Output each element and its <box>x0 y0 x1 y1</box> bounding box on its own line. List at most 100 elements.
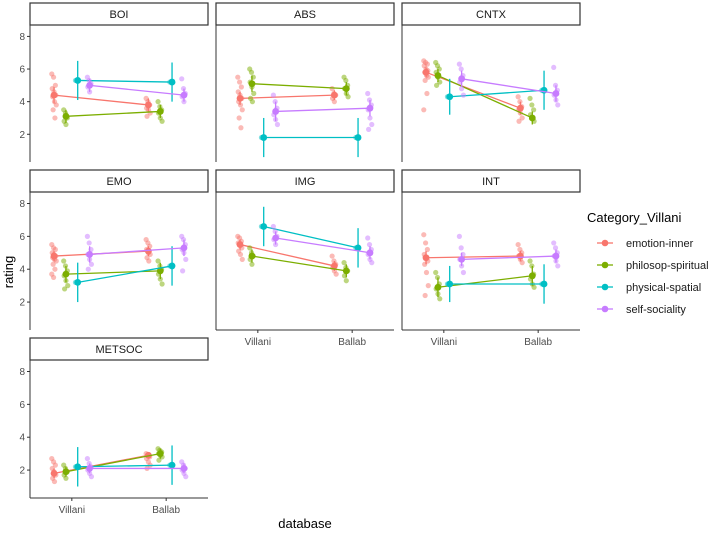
series-line <box>461 78 557 95</box>
data-point <box>52 246 58 253</box>
series-line <box>89 247 185 256</box>
panel-strip <box>29 169 209 193</box>
data-point <box>555 263 561 269</box>
mean-point <box>74 77 82 84</box>
series-line <box>251 255 347 272</box>
mean-point <box>62 270 70 278</box>
series-line <box>240 94 335 100</box>
data-point <box>236 79 243 85</box>
data-point <box>434 82 440 88</box>
mean-point <box>180 465 188 472</box>
series-line <box>437 275 533 288</box>
mean-point <box>180 91 188 99</box>
data-point <box>238 84 244 90</box>
data-point <box>159 281 165 287</box>
y-tick-label: 6 <box>19 400 25 411</box>
y-tick-label: 8 <box>19 367 25 378</box>
data-point <box>460 92 467 98</box>
data-point <box>519 260 525 266</box>
data-point <box>50 107 56 113</box>
data-point <box>515 241 521 248</box>
data-point <box>460 269 467 276</box>
data-point <box>61 258 67 264</box>
mean-point <box>272 234 280 242</box>
mean-point <box>458 75 466 83</box>
y-tick-label: 4 <box>19 433 25 444</box>
legend: Category_Villani emotion-inner philosop-s… <box>587 210 709 316</box>
data-point <box>458 66 464 72</box>
data-point <box>53 102 59 108</box>
data-point <box>53 258 59 264</box>
mean-point <box>248 80 256 88</box>
mean-point <box>50 469 58 477</box>
mean-point <box>342 85 350 93</box>
mean-point <box>74 463 82 471</box>
y-tick-label: 2 <box>19 298 25 309</box>
data-point <box>239 107 245 113</box>
series-self-sociality <box>456 61 561 108</box>
data-point <box>365 235 371 241</box>
data-point <box>237 251 244 258</box>
y-tick-label: 4 <box>19 97 25 108</box>
panel-int: INT Villani Ballab <box>401 169 581 348</box>
mean-point <box>528 272 536 280</box>
legend-key-dot <box>601 283 609 291</box>
data-point <box>247 245 253 251</box>
data-point <box>422 240 429 246</box>
data-point <box>88 261 95 267</box>
series-self-sociality <box>84 455 189 480</box>
legend-key-dot <box>601 239 609 247</box>
data-point <box>424 90 430 97</box>
data-point <box>235 74 241 80</box>
mean-point <box>458 255 466 263</box>
data-point <box>421 232 427 238</box>
mean-point <box>156 267 164 275</box>
mean-point <box>540 280 548 288</box>
data-point <box>366 126 372 132</box>
mean-point <box>50 91 58 99</box>
data-point <box>531 107 537 113</box>
mean-point <box>156 450 164 458</box>
mean-point <box>354 244 362 252</box>
data-point <box>183 256 189 262</box>
x-tick-label: Villani <box>245 337 272 348</box>
legend-title: Category_Villani <box>587 210 682 225</box>
series-emotion-inner <box>235 233 339 277</box>
panel-img: IMG Villani Ballab <box>215 169 395 348</box>
panel-strip <box>215 2 395 26</box>
data-point <box>555 102 561 108</box>
data-point <box>274 121 281 128</box>
data-point <box>251 90 257 97</box>
legend-label: emotion-inner <box>626 238 694 250</box>
mean-point <box>516 104 524 112</box>
mean-point <box>86 251 94 258</box>
data-point <box>272 228 278 235</box>
y-tick-label: 6 <box>19 65 25 76</box>
series-philosop-spiritual <box>247 245 351 284</box>
data-point <box>52 266 58 272</box>
mean-point <box>366 249 374 257</box>
series-emotion-inner <box>49 71 153 121</box>
data-point <box>249 99 256 105</box>
mean-point <box>236 241 244 248</box>
series-philosop-spiritual <box>433 258 537 302</box>
mean-point <box>62 468 70 476</box>
series-physical-spatial <box>444 264 548 304</box>
legend-key-dot <box>601 305 609 313</box>
data-point <box>50 261 56 267</box>
mean-point <box>248 252 256 260</box>
data-point <box>52 82 58 88</box>
mean-point <box>366 104 374 112</box>
data-point <box>52 462 58 468</box>
x-tick-label: Ballab <box>338 337 366 348</box>
panel-strip-label: EMO <box>106 176 132 188</box>
mean-point <box>144 101 152 109</box>
mean-point <box>260 223 268 230</box>
data-point <box>519 115 525 121</box>
series-philosop-spiritual <box>433 59 537 125</box>
panel-boi: BOI 2 4 6 8 <box>19 2 209 162</box>
data-point <box>333 271 339 277</box>
mean-point <box>552 90 560 97</box>
mean-point <box>528 114 536 122</box>
data-point <box>329 253 335 259</box>
